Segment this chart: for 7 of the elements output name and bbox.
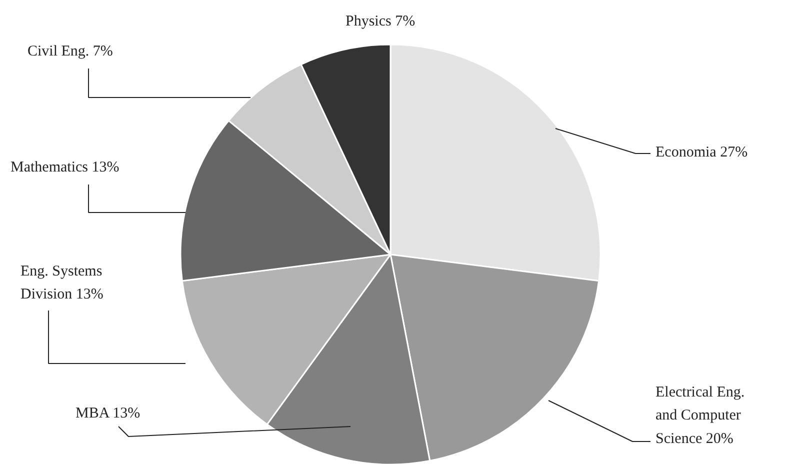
slice-label: Electrical Eng. and Computer Science 20%	[656, 384, 745, 447]
slice-label: Eng. Systems Division 13%	[20, 264, 104, 303]
slice-label: Economia 27%	[656, 144, 748, 160]
slice-label: Mathematics 13%	[10, 160, 120, 176]
slice-label: Physics 7%	[346, 14, 416, 30]
slice-label: MBA 13%	[76, 406, 140, 422]
slice-label: Civil Eng. 7%	[28, 44, 113, 60]
